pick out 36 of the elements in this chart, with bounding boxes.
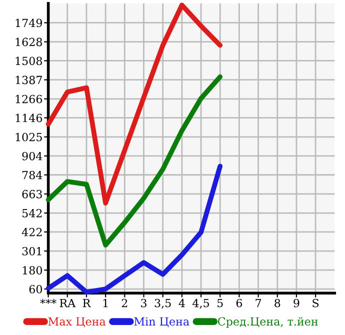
- x-tick-label: R: [82, 299, 91, 308]
- x-tick-label: 3,5: [154, 298, 171, 309]
- x-tick-label: 2: [122, 298, 128, 308]
- x-tick-label: ***: [40, 298, 56, 304]
- x-tick-label: 8: [274, 298, 280, 308]
- legend-label: Сред.Цена, т.йен: [218, 317, 318, 328]
- y-tick-label: 1749: [16, 18, 42, 28]
- y-tick-label: 180: [22, 266, 42, 274]
- y-tick-label: 1387: [16, 76, 42, 84]
- y-tick-label: 1025: [16, 132, 42, 142]
- line-series: [46, 74, 223, 248]
- y-tick-label: 60: [29, 285, 42, 294]
- legend-label: Max Цена: [48, 317, 106, 328]
- y-tick-label: 542: [22, 209, 42, 218]
- x-tick-label: 4,5: [192, 298, 209, 309]
- x-tick-label: 7: [256, 299, 262, 308]
- x-tick-label: 6: [236, 298, 242, 308]
- y-tick-label: 904: [22, 152, 42, 160]
- y-tick-label: 422: [22, 228, 42, 236]
- x-tick-label: 4: [178, 298, 185, 308]
- y-tick-label: 1508: [16, 56, 42, 66]
- x-tick-label: RA: [60, 299, 76, 308]
- y-tick-label: 784: [22, 170, 42, 180]
- y-tick-label: 1266: [16, 94, 42, 104]
- y-tick-label: 1628: [16, 38, 42, 46]
- y-tick-label: 1146: [16, 114, 42, 122]
- x-tick-label: 3: [141, 298, 146, 308]
- x-tick-label: 1: [103, 298, 108, 308]
- x-tick-label: S: [312, 298, 319, 308]
- x-tick-label: 9: [294, 298, 300, 308]
- legend-label: Min Цена: [134, 317, 190, 328]
- line-series: [46, 2, 223, 206]
- line-series: [46, 164, 223, 295]
- x-tick-label: 5: [218, 299, 223, 308]
- y-tick-label: 301: [22, 247, 42, 256]
- y-tick-label: 663: [22, 190, 42, 198]
